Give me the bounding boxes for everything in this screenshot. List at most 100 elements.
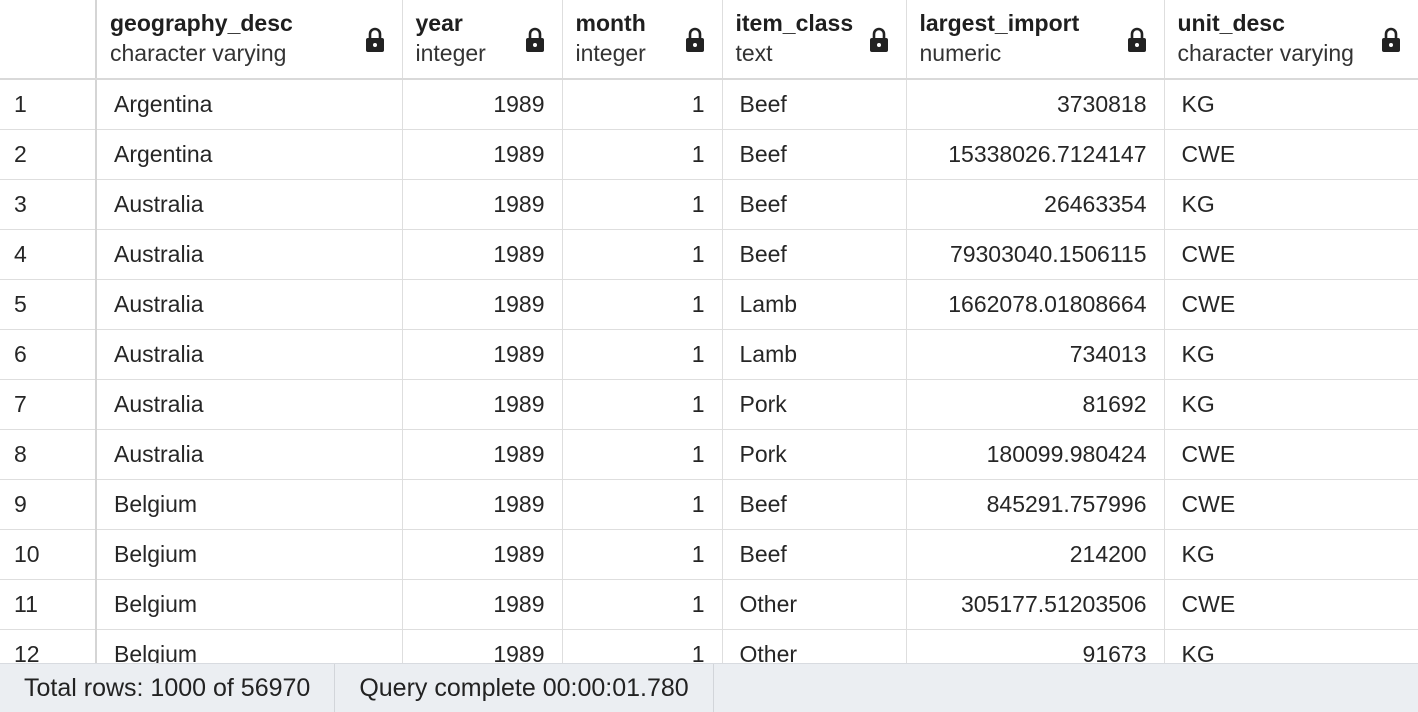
column-header-geography-desc[interactable]: geography_desc character varying bbox=[96, 0, 403, 80]
cell-item-class[interactable]: Beef bbox=[722, 529, 907, 580]
cell-geography-desc[interactable]: Australia bbox=[96, 179, 403, 230]
table-row[interactable]: 8 Australia 1989 1 Pork 180099.980424 CWE bbox=[0, 429, 1418, 480]
cell-largest-import[interactable]: 3730818 bbox=[906, 79, 1165, 130]
cell-month[interactable]: 1 bbox=[562, 129, 723, 180]
table-row[interactable]: 2 Argentina 1989 1 Beef 15338026.7124147 CWE bbox=[0, 129, 1418, 180]
cell-year[interactable]: 1989 bbox=[402, 529, 563, 580]
cell-largest-import[interactable]: 15338026.7124147 bbox=[906, 129, 1165, 180]
column-header-year[interactable]: year integer bbox=[402, 0, 563, 80]
cell-year[interactable]: 1989 bbox=[402, 479, 563, 530]
cell-month[interactable]: 1 bbox=[562, 229, 723, 280]
cell-largest-import[interactable]: 79303040.1506115 bbox=[906, 229, 1165, 280]
row-number-cell[interactable]: 10 bbox=[0, 529, 97, 580]
cell-largest-import[interactable]: 214200 bbox=[906, 529, 1165, 580]
cell-item-class[interactable]: Pork bbox=[722, 429, 907, 480]
column-header-item-class[interactable]: item_class text bbox=[722, 0, 907, 80]
cell-unit-desc[interactable]: KG bbox=[1164, 629, 1418, 663]
cell-geography-desc[interactable]: Belgium bbox=[96, 479, 403, 530]
cell-unit-desc[interactable]: CWE bbox=[1164, 579, 1418, 630]
cell-largest-import[interactable]: 305177.51203506 bbox=[906, 579, 1165, 630]
table-row[interactable]: 10 Belgium 1989 1 Beef 214200 KG bbox=[0, 529, 1418, 580]
cell-year[interactable]: 1989 bbox=[402, 229, 563, 280]
row-number-cell[interactable]: 7 bbox=[0, 379, 97, 430]
cell-geography-desc[interactable]: Australia bbox=[96, 229, 403, 280]
cell-largest-import[interactable]: 845291.757996 bbox=[906, 479, 1165, 530]
column-header-unit-desc[interactable]: unit_desc character varying bbox=[1164, 0, 1418, 80]
cell-geography-desc[interactable]: Belgium bbox=[96, 629, 403, 663]
table-row[interactable]: 5 Australia 1989 1 Lamb 1662078.01808664 CWE bbox=[0, 279, 1418, 330]
cell-unit-desc[interactable]: KG bbox=[1164, 179, 1418, 230]
cell-month[interactable]: 1 bbox=[562, 79, 723, 130]
cell-unit-desc[interactable]: CWE bbox=[1164, 129, 1418, 180]
column-header-largest-import[interactable]: largest_import numeric bbox=[906, 0, 1165, 80]
row-number-cell[interactable]: 2 bbox=[0, 129, 97, 180]
cell-month[interactable]: 1 bbox=[562, 479, 723, 530]
table-row[interactable]: 12 Belgium 1989 1 Other 91673 KG bbox=[0, 629, 1418, 663]
row-number-cell[interactable]: 4 bbox=[0, 229, 97, 280]
cell-item-class[interactable]: Beef bbox=[722, 79, 907, 130]
cell-item-class[interactable]: Beef bbox=[722, 129, 907, 180]
cell-item-class[interactable]: Other bbox=[722, 579, 907, 630]
cell-year[interactable]: 1989 bbox=[402, 629, 563, 663]
cell-unit-desc[interactable]: CWE bbox=[1164, 229, 1418, 280]
cell-month[interactable]: 1 bbox=[562, 579, 723, 630]
cell-geography-desc[interactable]: Australia bbox=[96, 329, 403, 380]
cell-item-class[interactable]: Other bbox=[722, 629, 907, 663]
cell-item-class[interactable]: Beef bbox=[722, 179, 907, 230]
cell-item-class[interactable]: Pork bbox=[722, 379, 907, 430]
cell-geography-desc[interactable]: Australia bbox=[96, 429, 403, 480]
cell-largest-import[interactable]: 91673 bbox=[906, 629, 1165, 663]
cell-unit-desc[interactable]: KG bbox=[1164, 379, 1418, 430]
table-row[interactable]: 4 Australia 1989 1 Beef 79303040.1506115 CWE bbox=[0, 229, 1418, 280]
cell-month[interactable]: 1 bbox=[562, 279, 723, 330]
row-number-cell[interactable]: 8 bbox=[0, 429, 97, 480]
table-row[interactable]: 3 Australia 1989 1 Beef 26463354 KG bbox=[0, 179, 1418, 230]
cell-item-class[interactable]: Beef bbox=[722, 479, 907, 530]
row-number-cell[interactable]: 3 bbox=[0, 179, 97, 230]
row-number-cell[interactable]: 9 bbox=[0, 479, 97, 530]
row-number-cell[interactable]: 6 bbox=[0, 329, 97, 380]
row-number-cell[interactable]: 1 bbox=[0, 79, 97, 130]
cell-largest-import[interactable]: 81692 bbox=[906, 379, 1165, 430]
cell-month[interactable]: 1 bbox=[562, 529, 723, 580]
cell-month[interactable]: 1 bbox=[562, 629, 723, 663]
cell-item-class[interactable]: Lamb bbox=[722, 279, 907, 330]
cell-year[interactable]: 1989 bbox=[402, 179, 563, 230]
row-number-cell[interactable]: 12 bbox=[0, 629, 97, 663]
cell-geography-desc[interactable]: Belgium bbox=[96, 529, 403, 580]
cell-year[interactable]: 1989 bbox=[402, 79, 563, 130]
cell-geography-desc[interactable]: Argentina bbox=[96, 79, 403, 130]
table-row[interactable]: 9 Belgium 1989 1 Beef 845291.757996 CWE bbox=[0, 479, 1418, 530]
cell-unit-desc[interactable]: CWE bbox=[1164, 429, 1418, 480]
cell-month[interactable]: 1 bbox=[562, 179, 723, 230]
cell-largest-import[interactable]: 1662078.01808664 bbox=[906, 279, 1165, 330]
cell-month[interactable]: 1 bbox=[562, 379, 723, 430]
cell-item-class[interactable]: Beef bbox=[722, 229, 907, 280]
row-number-header[interactable] bbox=[0, 0, 97, 80]
table-row[interactable]: 1 Argentina 1989 1 Beef 3730818 KG bbox=[0, 79, 1418, 130]
cell-unit-desc[interactable]: CWE bbox=[1164, 279, 1418, 330]
cell-year[interactable]: 1989 bbox=[402, 379, 563, 430]
cell-month[interactable]: 1 bbox=[562, 329, 723, 380]
cell-unit-desc[interactable]: KG bbox=[1164, 79, 1418, 130]
cell-geography-desc[interactable]: Belgium bbox=[96, 579, 403, 630]
cell-unit-desc[interactable]: CWE bbox=[1164, 479, 1418, 530]
cell-geography-desc[interactable]: Australia bbox=[96, 379, 403, 430]
cell-year[interactable]: 1989 bbox=[402, 129, 563, 180]
cell-largest-import[interactable]: 26463354 bbox=[906, 179, 1165, 230]
cell-geography-desc[interactable]: Australia bbox=[96, 279, 403, 330]
cell-largest-import[interactable]: 180099.980424 bbox=[906, 429, 1165, 480]
cell-geography-desc[interactable]: Argentina bbox=[96, 129, 403, 180]
row-number-cell[interactable]: 11 bbox=[0, 579, 97, 630]
cell-month[interactable]: 1 bbox=[562, 429, 723, 480]
column-header-month[interactable]: month integer bbox=[562, 0, 723, 80]
row-number-cell[interactable]: 5 bbox=[0, 279, 97, 330]
cell-item-class[interactable]: Lamb bbox=[722, 329, 907, 380]
cell-unit-desc[interactable]: KG bbox=[1164, 529, 1418, 580]
cell-year[interactable]: 1989 bbox=[402, 329, 563, 380]
results-grid[interactable]: geography_desc character varying year in… bbox=[0, 0, 1418, 663]
cell-largest-import[interactable]: 734013 bbox=[906, 329, 1165, 380]
cell-unit-desc[interactable]: KG bbox=[1164, 329, 1418, 380]
cell-year[interactable]: 1989 bbox=[402, 279, 563, 330]
cell-year[interactable]: 1989 bbox=[402, 579, 563, 630]
